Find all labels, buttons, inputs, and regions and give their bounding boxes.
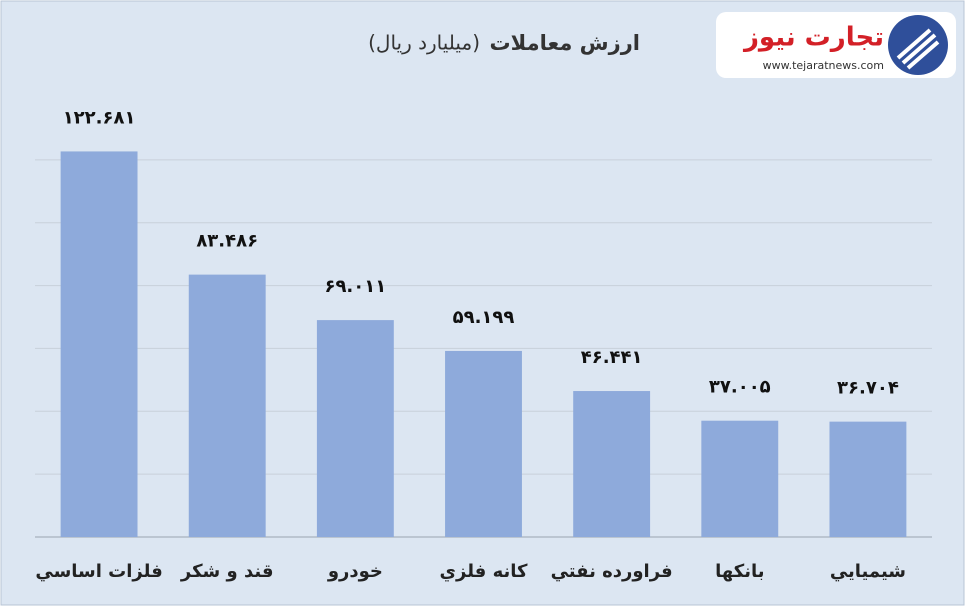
bar bbox=[573, 391, 651, 537]
value-label: ۴۶.۴۴۱ bbox=[581, 347, 643, 368]
logo-name: تجارت نیوز bbox=[742, 23, 884, 53]
logo: تجارت نیوز www.tejaratnews.com bbox=[716, 12, 956, 78]
bar bbox=[60, 151, 138, 537]
logo-icon bbox=[888, 15, 948, 75]
x-tick-label: قند و شكر bbox=[180, 561, 274, 582]
value-label: ۶۹.۰۱۱ bbox=[324, 276, 386, 297]
bar bbox=[188, 274, 266, 537]
value-label: ۳۶.۷۰۴ bbox=[837, 378, 899, 399]
bar bbox=[701, 420, 779, 537]
bar bbox=[316, 320, 394, 537]
value-label: ۸۳.۴۸۶ bbox=[196, 231, 258, 252]
bar bbox=[829, 421, 907, 537]
bar bbox=[445, 350, 522, 537]
x-tick-label: بانكها bbox=[715, 561, 764, 582]
x-tick-label: خودرو bbox=[327, 561, 383, 582]
x-tick-label: شيميايي bbox=[830, 561, 906, 582]
value-label: ۱۲۲.۶۸۱ bbox=[63, 107, 136, 128]
x-tick-label: فلزات اساسي bbox=[35, 561, 162, 582]
logo-icon-lines bbox=[896, 28, 940, 70]
value-label: ۳۷.۰۰۵ bbox=[709, 377, 771, 398]
chart-title-unit: (میلیارد ریال) bbox=[368, 31, 480, 55]
logo-url: www.tejaratnews.com bbox=[763, 59, 884, 72]
value-label: ۵۹.۱۹۹ bbox=[453, 307, 515, 328]
x-tick-label: كانه فلزي bbox=[440, 561, 529, 582]
chart-title: ارزش معاملات bbox=[490, 31, 640, 55]
x-tick-label: فراورده نفتي bbox=[551, 561, 673, 582]
